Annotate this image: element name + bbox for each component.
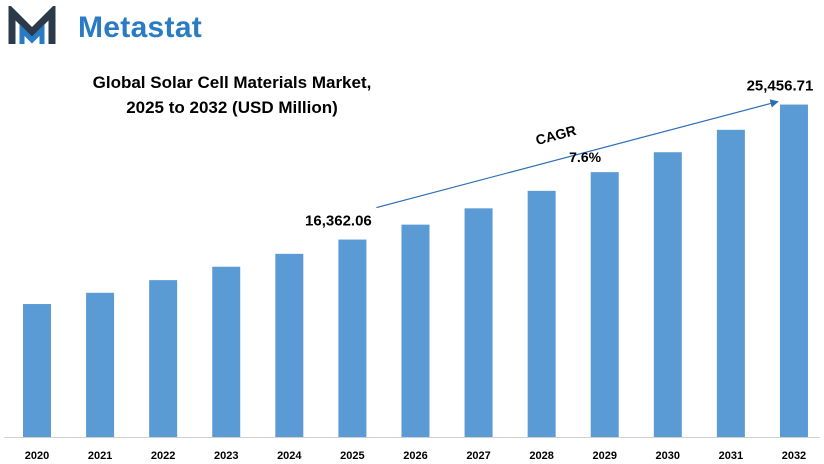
- bar-series: [23, 104, 808, 438]
- x-tick-label-2031: 2031: [719, 450, 743, 462]
- bar-2030: [653, 152, 682, 437]
- bar-2027: [464, 208, 493, 437]
- x-tick-label-2020: 2020: [25, 450, 49, 462]
- bar-2032: [779, 104, 808, 438]
- x-tick-label-2030: 2030: [656, 450, 680, 462]
- bar-2025: [338, 239, 367, 437]
- x-tick-label-2023: 2023: [214, 450, 238, 462]
- cagr-arrow: [376, 99, 779, 209]
- x-tick-label-2026: 2026: [403, 450, 427, 462]
- cagr-value: 7.6%: [569, 149, 601, 165]
- x-tick-label-2022: 2022: [151, 450, 175, 462]
- bar-2029: [590, 172, 619, 438]
- x-axis-ticks: 2020 2021 2022 2023 2024 2025 2026 2027 2028 2029…: [25, 450, 806, 462]
- x-tick-label-2025: 2025: [340, 450, 364, 462]
- chart-title: Global Solar Cell Materials Market, 2025…: [56, 70, 408, 120]
- bar-2028: [527, 190, 556, 437]
- data-labels: 16,362.06 25,456.71: [305, 78, 813, 230]
- x-tick-label-2032: 2032: [782, 450, 806, 462]
- bar-2026: [401, 224, 430, 437]
- brand-name: Metastat: [78, 11, 203, 44]
- brand-logo: Metastat: [8, 3, 228, 46]
- x-tick-label-2021: 2021: [88, 450, 112, 462]
- bar-2031: [716, 129, 745, 437]
- bar-2020: [23, 304, 51, 437]
- chart-title-line-2: 2025 to 2032 (USD Million): [126, 98, 338, 117]
- metastat-m-logo-icon: [8, 3, 56, 44]
- bar-2024: [275, 253, 304, 437]
- bar-2021: [86, 292, 115, 437]
- data-label-2032: 25,456.71: [747, 78, 814, 95]
- x-tick-label-2024: 2024: [277, 450, 302, 462]
- cagr-label: CAGR: [534, 122, 578, 148]
- bar-2022: [149, 280, 178, 437]
- x-tick-label-2027: 2027: [466, 450, 490, 462]
- data-label-2025: 16,362.06: [305, 213, 372, 230]
- x-tick-label-2029: 2029: [592, 450, 616, 462]
- bar-2023: [212, 266, 241, 437]
- x-tick-label-2028: 2028: [529, 450, 553, 462]
- chart-title-line-1: Global Solar Cell Materials Market,: [92, 73, 372, 92]
